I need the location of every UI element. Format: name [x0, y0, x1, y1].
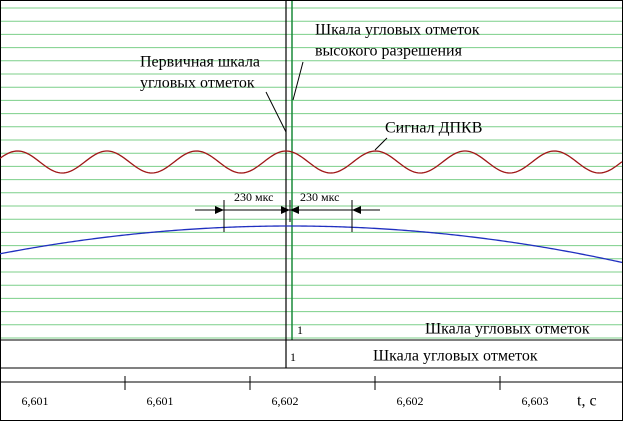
label: высокого разрешения — [315, 43, 463, 60]
label: 230 мкс — [300, 190, 339, 204]
label: Первичная шкала — [140, 54, 260, 71]
tick-label: 6,602 — [397, 394, 424, 408]
label: угловых отметок — [140, 75, 255, 92]
label: 230 мкс — [234, 190, 273, 204]
grid — [1, 7, 622, 339]
arrowheads — [215, 206, 361, 214]
signal-wave — [0, 150, 623, 174]
tick-label: 6,601 — [147, 394, 174, 408]
scale-label: Шкала угловых отметок — [425, 321, 590, 338]
label: Шкала угловых отметок — [315, 22, 480, 39]
envelope-curve — [0, 225, 623, 264]
pointer — [265, 91, 287, 133]
axis-unit: t, с — [577, 393, 597, 410]
pointer — [292, 61, 304, 101]
scale-mark: 1 — [290, 350, 296, 364]
scale-mark: 1 — [297, 323, 303, 337]
tick-label: 6,603 — [522, 394, 549, 408]
label: Сигнал ДПКВ — [385, 120, 482, 137]
tick-label: 6,601 — [22, 394, 49, 408]
tick-label: 6,602 — [272, 394, 299, 408]
time-ticks: 6,601 6,601 6,602 6,602 6,603 — [22, 376, 549, 408]
pointer — [374, 137, 388, 151]
scale-label: Шкала угловых отметок — [373, 348, 538, 365]
